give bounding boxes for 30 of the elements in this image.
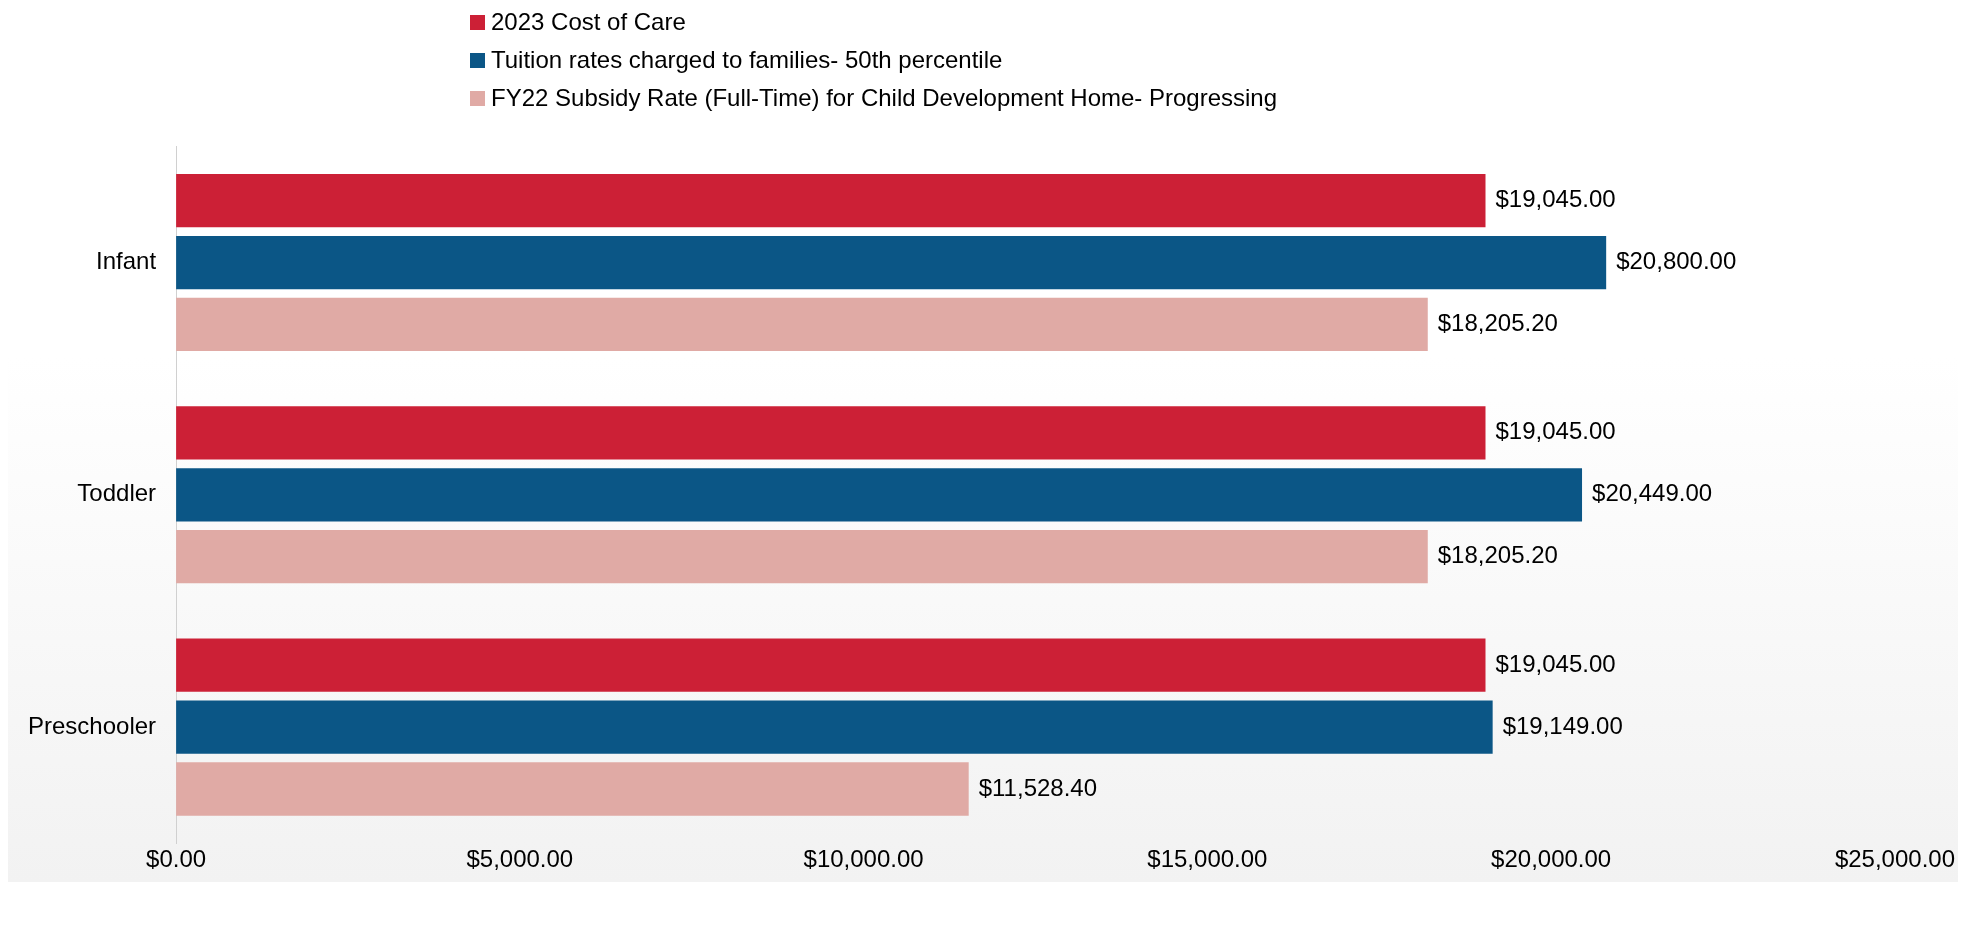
legend-label: FY22 Subsidy Rate (Full-Time) for Child Development Home- Progressing (491, 84, 1278, 112)
x-tick-label: $25,000.00 (1834, 845, 1955, 873)
x-tick-label: $5,000.00 (466, 845, 574, 873)
x-tick-label: $0.00 (146, 845, 207, 873)
y-tick-label: Toddler (77, 479, 157, 507)
data-label: $19,045.00 (1495, 185, 1616, 213)
bar (176, 406, 1486, 460)
bar (176, 297, 1428, 352)
bar (176, 530, 1428, 584)
data-label: $20,449.00 (1592, 479, 1713, 507)
legend-label: Tuition rates charged to families- 50th percentile (491, 46, 1003, 74)
bar (176, 173, 1486, 228)
x-tick-label: $15,000.00 (1147, 845, 1268, 873)
x-tick-label: $20,000.00 (1491, 845, 1612, 873)
y-tick-label: Infant (96, 247, 157, 275)
data-label: $18,205.20 (1437, 309, 1558, 337)
data-label: $19,045.00 (1495, 417, 1616, 445)
x-tick-label: $10,000.00 (803, 845, 924, 873)
data-label: $11,528.40 (978, 773, 1098, 801)
legend-label: 2023 Cost of Care (491, 8, 686, 36)
bar (176, 762, 969, 816)
data-label: $19,045.00 (1495, 649, 1616, 677)
bar (176, 700, 1493, 754)
y-tick-label: Preschooler (28, 711, 157, 739)
data-label: $19,149.00 (1502, 711, 1623, 739)
bar (176, 468, 1583, 522)
bar (176, 638, 1486, 692)
data-label: $18,205.20 (1437, 541, 1558, 569)
bar (176, 235, 1607, 290)
data-label: $20,800.00 (1616, 247, 1737, 275)
